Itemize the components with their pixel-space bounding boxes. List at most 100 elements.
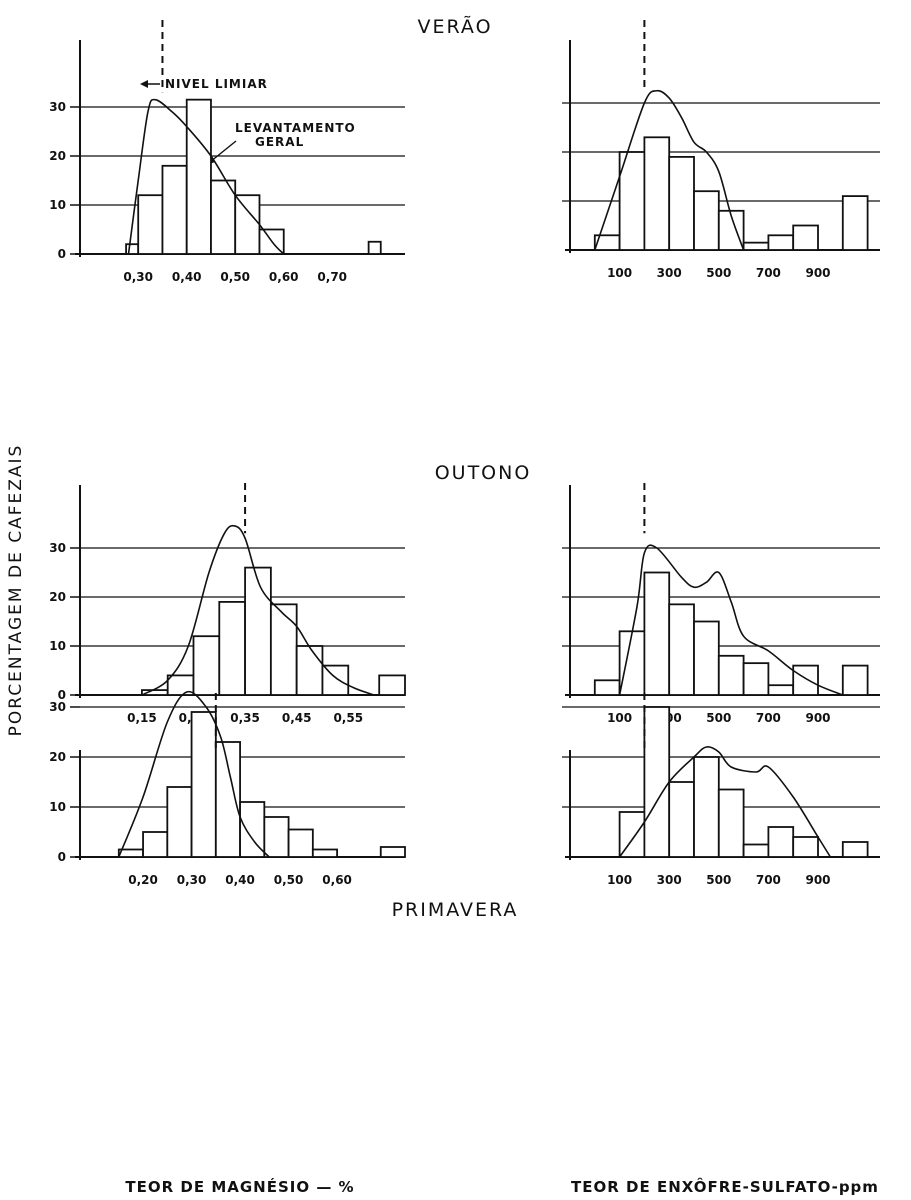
bar	[668, 603, 695, 696]
y-tick-label: 0	[58, 850, 66, 864]
bar	[287, 828, 314, 858]
bar	[117, 848, 144, 858]
bar	[269, 603, 298, 696]
bar	[767, 684, 795, 696]
bar	[190, 711, 217, 858]
x-tick-label: 700	[756, 266, 781, 280]
bar	[244, 566, 272, 696]
y-tick-label: 30	[49, 700, 66, 714]
bar	[210, 179, 237, 255]
y-tick-label: 10	[49, 198, 66, 212]
bar	[142, 831, 169, 858]
x-tick-label: 0,55	[333, 711, 363, 725]
y-tick-label: 20	[49, 750, 66, 764]
x-tick-label: 0,45	[282, 711, 312, 725]
season-title-outono: OUTONO	[435, 462, 532, 484]
survey-curve	[618, 544, 844, 696]
bar	[618, 630, 646, 696]
season-title-primavera: PRIMAVERA	[392, 899, 519, 921]
bar	[841, 195, 869, 251]
x-tick-label: 700	[756, 873, 781, 887]
chart-panel-2: 100 300 500 700 900	[562, 20, 880, 280]
y-tick-label: 20	[49, 590, 66, 604]
bar	[643, 571, 671, 696]
bar	[161, 164, 188, 255]
y-tick-label: 10	[49, 800, 66, 814]
bar	[214, 741, 241, 858]
x-tick-label: 0,50	[220, 270, 250, 284]
bar	[792, 224, 819, 251]
x-tick-label: 0,60	[269, 270, 299, 284]
bar	[792, 664, 819, 696]
x-tick-label: 500	[706, 266, 731, 280]
chart-panel-1: 0 10 20 30 0,30 0,40 0,50 0,60 0,70	[49, 20, 405, 284]
x-tick-label: 0,40	[225, 873, 255, 887]
x-tick-label: 0,30	[123, 270, 153, 284]
x-tick-label: 0,15	[127, 711, 157, 725]
x-tick-label: 0,70	[317, 270, 347, 284]
bar	[311, 848, 338, 858]
chart-panel-6: 100 300 500 700 900	[562, 692, 880, 887]
bar	[618, 811, 646, 858]
bar	[192, 635, 221, 696]
x-tick-label: 0,40	[172, 270, 202, 284]
bar	[693, 756, 720, 858]
survey-curve	[141, 524, 375, 696]
annotation-threshold-text: NIVEL LIMIAR	[165, 77, 268, 91]
bar	[693, 190, 720, 251]
x-tick-label: 0,50	[274, 873, 304, 887]
bar	[767, 826, 795, 858]
bar	[742, 662, 770, 696]
x-tick-label: 500	[706, 711, 731, 725]
annotation-survey-line2: GERAL	[255, 135, 304, 149]
x-tick-label: 300	[657, 266, 682, 280]
survey-curve	[594, 89, 745, 251]
bar	[717, 654, 745, 696]
bar	[321, 664, 350, 696]
x-tick-label: 0,20	[128, 873, 158, 887]
x-tick-label: 900	[805, 873, 830, 887]
y-axis-label: PORCENTAGEM DE CAFEZAIS	[6, 444, 26, 737]
x-tick-label: 100	[607, 711, 632, 725]
x-axis-label-magnesium: TEOR DE MAGNÉSIO — %	[125, 1177, 354, 1196]
annotation-survey: LEVANTAMENTO GERAL	[207, 121, 356, 165]
x-tick-label: 900	[805, 266, 830, 280]
x-axis-label-sulfur: TEOR DE ENXÔFRE-SULFATO-ppm	[571, 1177, 879, 1196]
y-tick-label: 10	[49, 639, 66, 653]
annotation-survey-line1: LEVANTAMENTO	[235, 121, 356, 135]
bar	[841, 841, 869, 858]
bar	[367, 240, 382, 255]
bar	[137, 194, 164, 255]
bar	[378, 674, 406, 696]
bar	[668, 155, 695, 251]
bar	[767, 234, 795, 251]
x-tick-label: 300	[657, 873, 682, 887]
season-title-verao: VERÃO	[417, 15, 492, 38]
x-tick-label: 0,35	[230, 711, 260, 725]
y-tick-label: 30	[49, 100, 66, 114]
bar	[379, 846, 406, 858]
y-tick-label: 0	[58, 688, 66, 702]
annotation-threshold: NIVEL LIMIAR	[140, 77, 268, 91]
y-tick-label: 30	[49, 541, 66, 555]
bar	[668, 781, 695, 858]
x-tick-label: 100	[607, 266, 632, 280]
bar	[263, 816, 290, 858]
bar	[295, 645, 324, 696]
bar	[185, 98, 212, 255]
bar	[841, 664, 869, 696]
bar	[792, 836, 819, 858]
bar	[643, 136, 671, 251]
x-tick-label: 0,30	[177, 873, 207, 887]
x-tick-label: 0,60	[322, 873, 352, 887]
bar	[717, 788, 745, 858]
bar	[742, 843, 770, 858]
survey-curve	[127, 98, 285, 255]
y-tick-label: 20	[49, 149, 66, 163]
bar	[218, 601, 246, 696]
bar	[593, 679, 621, 696]
bar	[234, 194, 261, 255]
